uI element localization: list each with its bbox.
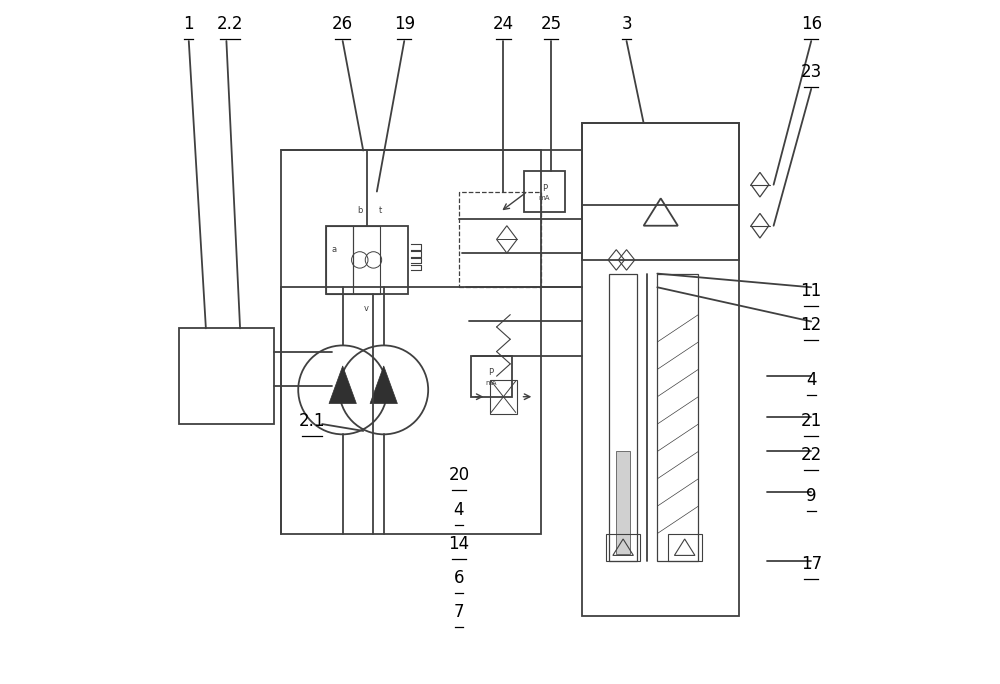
Text: P: P (542, 183, 547, 193)
Bar (353, 226, 380, 294)
Text: 22: 22 (801, 446, 822, 464)
Bar (326, 226, 353, 294)
Text: 11: 11 (801, 282, 822, 300)
Text: P: P (489, 368, 494, 378)
Bar (326, 226, 408, 294)
Text: 14: 14 (448, 535, 470, 553)
Text: t: t (379, 207, 382, 215)
Bar (582, 123, 739, 260)
Bar (471, 356, 512, 397)
Bar (606, 534, 640, 561)
Text: 4: 4 (454, 501, 464, 518)
Text: 9: 9 (806, 487, 816, 505)
Text: 19: 19 (394, 15, 415, 33)
Bar (459, 192, 541, 287)
Polygon shape (329, 366, 356, 404)
Text: b: b (357, 207, 362, 215)
Bar (179, 328, 274, 424)
Text: 17: 17 (801, 555, 822, 573)
Text: 12: 12 (801, 316, 822, 334)
Text: 24: 24 (493, 15, 514, 33)
Text: 1: 1 (183, 15, 194, 33)
Polygon shape (370, 366, 397, 404)
Text: 2.2: 2.2 (217, 15, 243, 33)
Bar (609, 274, 637, 561)
Bar (582, 123, 739, 616)
Bar (616, 451, 630, 554)
Text: 3: 3 (621, 15, 632, 33)
Text: v: v (364, 304, 369, 313)
Text: 16: 16 (801, 15, 822, 33)
Text: 23: 23 (801, 63, 822, 81)
Bar (668, 534, 702, 561)
Bar (281, 150, 541, 534)
Text: 4: 4 (806, 371, 816, 389)
Text: mA: mA (485, 380, 497, 386)
Text: 20: 20 (448, 466, 470, 484)
Text: a: a (331, 245, 336, 254)
Text: 2.1: 2.1 (299, 412, 325, 430)
Text: 21: 21 (801, 412, 822, 430)
Bar (657, 274, 698, 561)
Text: 7: 7 (454, 603, 464, 621)
Text: mA: mA (539, 196, 550, 201)
Text: 26: 26 (332, 15, 353, 33)
Text: 6: 6 (454, 569, 464, 587)
Text: 25: 25 (541, 15, 562, 33)
Bar (524, 171, 565, 212)
Bar (490, 380, 517, 414)
